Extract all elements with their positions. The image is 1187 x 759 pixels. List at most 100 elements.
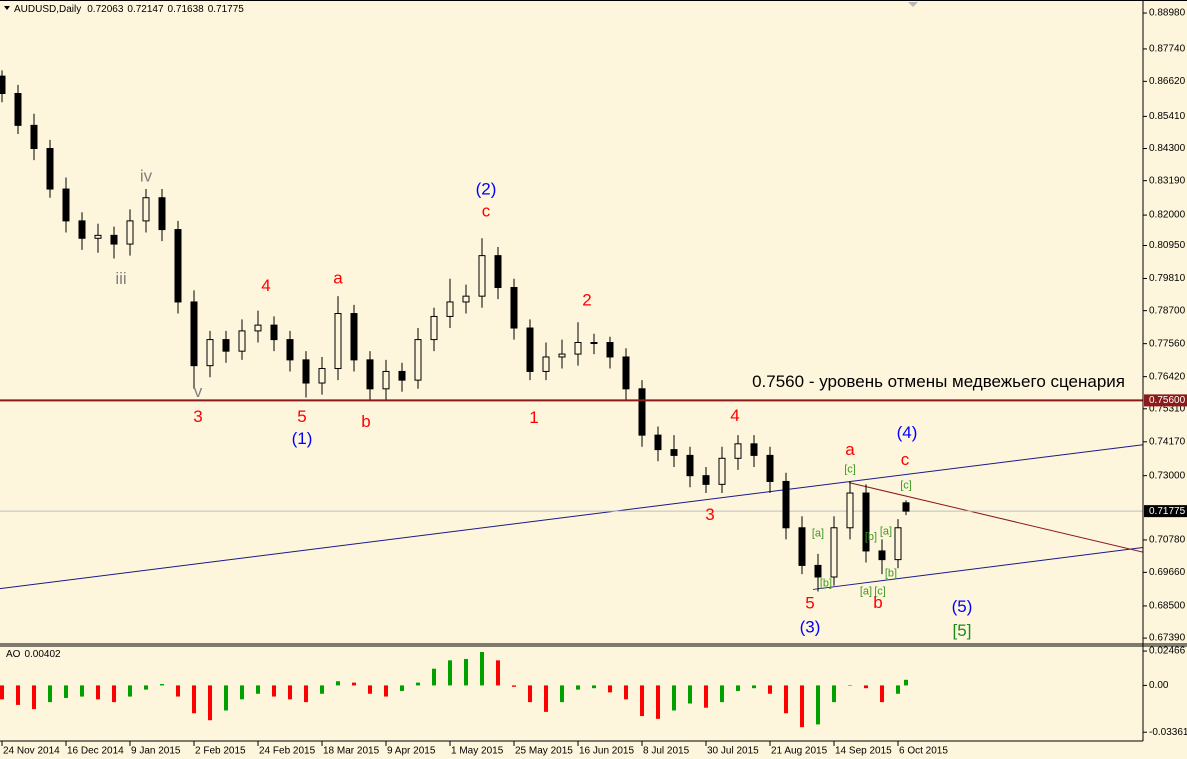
candle-body [702, 475, 710, 485]
ao-bar [904, 679, 908, 686]
candle-body [206, 339, 214, 367]
x-tick-label: 14 Sep 2015 [835, 746, 892, 757]
y-tick-label: 0.86620 [1149, 76, 1186, 87]
level-text: 0.7560 - уровень отмены медвежьего сцена… [752, 372, 1125, 391]
candle-body [798, 527, 806, 566]
candle-body [302, 359, 310, 384]
wave-label: [a] [880, 525, 892, 537]
ao-bar [688, 685, 692, 704]
wave-label: [5] [953, 621, 972, 640]
candle-body [318, 368, 326, 384]
wave-label: [b] [820, 577, 832, 589]
x-tick-label: 16 Jun 2015 [579, 746, 634, 757]
ao-bar [816, 685, 820, 725]
open: 0.72063 [87, 4, 124, 15]
ao-bar [800, 685, 804, 728]
wave-label: 5 [297, 407, 306, 426]
last-price-box [1144, 505, 1187, 518]
wave-label: [a] [812, 527, 824, 539]
ao-bar [400, 685, 404, 691]
y-tick-label: 0.02466 [1149, 646, 1186, 657]
trendline [812, 546, 1143, 590]
ao-bar [704, 685, 708, 708]
ao-bar [864, 685, 868, 689]
ao-bar [304, 685, 308, 703]
wave-label: (3) [800, 618, 821, 637]
trendline [848, 482, 1143, 553]
wave-label: a [845, 440, 855, 459]
candle-body [878, 550, 886, 561]
y-tick-label: -0.03361 [1149, 727, 1187, 738]
ao-bar [448, 660, 452, 686]
x-tick-label: 24 Feb 2015 [259, 746, 316, 757]
wave-label: [a] [860, 585, 872, 597]
ao-bar [368, 685, 372, 694]
y-tick-label: 0.67390 [1149, 633, 1186, 644]
shift-marker[interactable] [908, 2, 918, 7]
wave-label: [b] [865, 531, 877, 543]
x-tick-label: 30 Jul 2015 [707, 746, 759, 757]
ao-bar [560, 685, 564, 703]
ao-bar [416, 682, 420, 686]
y-tick-label: 0.69660 [1149, 567, 1186, 578]
candle-body [686, 454, 694, 477]
wave-label: c [482, 201, 491, 220]
ao-bar [464, 658, 468, 686]
x-tick-label: 6 Oct 2015 [899, 746, 948, 757]
ao-bar [656, 685, 660, 719]
wave-label: [b] [885, 567, 897, 579]
ao-panel [0, 651, 908, 728]
candle-body [462, 295, 470, 303]
candle-body [382, 370, 390, 390]
candle-body [526, 327, 534, 372]
candle-body [14, 93, 22, 126]
ao-bar [736, 685, 740, 691]
low: 0.71638 [168, 4, 205, 15]
candle-body [814, 564, 822, 578]
wave-label: v [194, 382, 203, 401]
candle-body [574, 341, 582, 355]
level-price-box [1144, 394, 1187, 407]
wave-label: 4 [261, 276, 270, 295]
wave-label: [c] [874, 585, 886, 597]
wave-label: 3 [193, 407, 202, 426]
menu-arrow[interactable] [4, 6, 10, 10]
wave-label: a [333, 268, 343, 287]
ao-bar [832, 685, 836, 703]
ao-bar [352, 682, 356, 686]
wave-label: 3 [705, 505, 714, 524]
ao-bar [592, 685, 596, 689]
x-tick-label: 24 Nov 2014 [3, 746, 60, 757]
candle-body [734, 443, 742, 459]
symbol-header: AUDUSD,Daily 0.72063 0.72147 0.71638 0.71775 [14, 4, 244, 15]
ao-bar [80, 685, 84, 697]
ao-bar [576, 685, 580, 690]
y-tick-label: 0.88980 [1149, 8, 1186, 19]
ao-bar [0, 685, 4, 700]
candle-body [542, 356, 550, 372]
candle-body [782, 480, 790, 529]
candle-body [670, 449, 678, 456]
wave-label: 5 [805, 594, 814, 613]
y-tick-label: 0.83190 [1149, 175, 1186, 186]
candle-body [238, 330, 246, 352]
ao-bar [752, 685, 756, 689]
wave-label: b [873, 593, 882, 612]
y-tick-label: 0.82000 [1149, 210, 1186, 221]
ao-title: AO [6, 649, 21, 660]
candle-body [0, 75, 6, 95]
x-tick-label: 9 Jan 2015 [131, 746, 181, 757]
ao-bar [256, 685, 260, 694]
x-tick-label: 8 Jul 2015 [643, 746, 690, 757]
candle-body [830, 527, 838, 578]
x-tick-label: 2 Feb 2015 [195, 746, 246, 757]
candle-body [286, 339, 294, 361]
x-tick-label: 21 Aug 2015 [771, 746, 828, 757]
x-tick-label: 9 Apr 2015 [387, 746, 436, 757]
ao-bar [272, 685, 276, 697]
wave-label: b [361, 412, 370, 431]
ao-bar [720, 685, 724, 703]
candle-body [494, 255, 502, 288]
